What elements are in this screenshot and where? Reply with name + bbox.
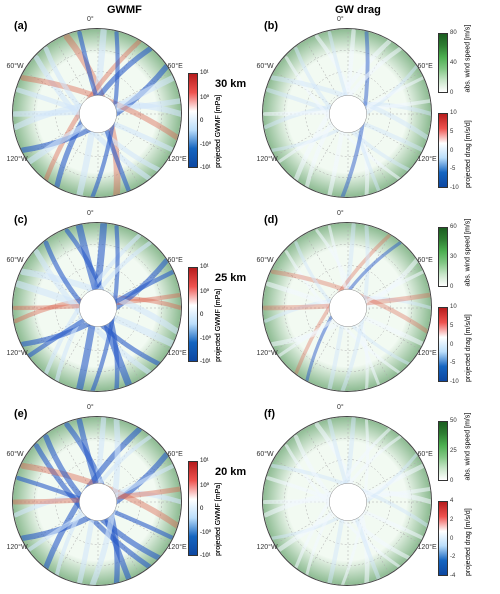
colorbar: 420-2-4projected drag [m/s/d] [438,501,478,576]
longitude-label: 120°W [256,350,277,357]
panel: (d)120°W60°W0°60°E120°E [260,212,455,392]
longitude-label: 120°W [6,544,27,551]
longitude-label: 0° [87,210,94,217]
colorbar: 1050-5-10projected drag [m/s/d] [438,113,478,188]
longitude-label: 120°W [256,544,277,551]
longitude-label: 0° [87,16,94,23]
panel: (f)120°W60°W0°60°E120°E [260,406,455,586]
longitude-label: 0° [337,404,344,411]
panel-letter: (c) [14,214,27,226]
longitude-label: 120°E [168,350,187,357]
longitude-label: 60°W [256,63,273,70]
polar-globe [12,222,182,392]
panel-letter: (b) [264,20,278,32]
column-header: GW drag [335,4,381,16]
colorbar: 60300abs. wind speed [m/s] [438,227,478,287]
polar-globe [262,28,432,198]
polar-globe [262,416,432,586]
polar-globe [262,222,432,392]
colorbar: 10¹10⁰0-10⁰-10¹projected GWMF [mPa] [188,461,228,556]
polar-globe [12,416,182,586]
panel: (b)120°W60°W0°60°E120°E [260,18,455,198]
column-header: GWMF [107,4,142,16]
longitude-label: 120°E [418,350,437,357]
panel: (a)120°W60°W0°60°E120°E [10,18,205,198]
longitude-label: 120°W [256,156,277,163]
colorbar: 50250abs. wind speed [m/s] [438,421,478,481]
panel-letter: (f) [264,408,275,420]
longitude-label: 0° [87,404,94,411]
longitude-label: 60°E [168,451,183,458]
panel-letter: (e) [14,408,27,420]
polar-globe [12,28,182,198]
longitude-label: 120°E [418,156,437,163]
longitude-label: 120°E [168,544,187,551]
longitude-label: 60°E [418,451,433,458]
longitude-label: 60°E [168,63,183,70]
longitude-label: 60°W [6,257,23,264]
longitude-label: 60°W [6,451,23,458]
longitude-label: 0° [337,16,344,23]
longitude-label: 60°W [256,257,273,264]
longitude-label: 60°W [6,63,23,70]
longitude-label: 0° [337,210,344,217]
longitude-label: 60°E [418,257,433,264]
colorbar: 10¹10⁰0-10⁰-10¹projected GWMF [mPa] [188,73,228,168]
longitude-label: 120°W [6,156,27,163]
longitude-label: 120°E [168,156,187,163]
panel: (e)120°W60°W0°60°E120°E [10,406,205,586]
longitude-label: 120°E [418,544,437,551]
longitude-label: 60°W [256,451,273,458]
panel-letter: (d) [264,214,278,226]
panel: (c)120°W60°W0°60°E120°E [10,212,205,392]
longitude-label: 60°E [418,63,433,70]
panel-letter: (a) [14,20,27,32]
colorbar: 80400abs. wind speed [m/s] [438,33,478,93]
colorbar: 10¹10⁰0-10⁰-10¹projected GWMF [mPa] [188,267,228,362]
longitude-label: 120°W [6,350,27,357]
colorbar: 1050-5-10projected drag [m/s/d] [438,307,478,382]
longitude-label: 60°E [168,257,183,264]
